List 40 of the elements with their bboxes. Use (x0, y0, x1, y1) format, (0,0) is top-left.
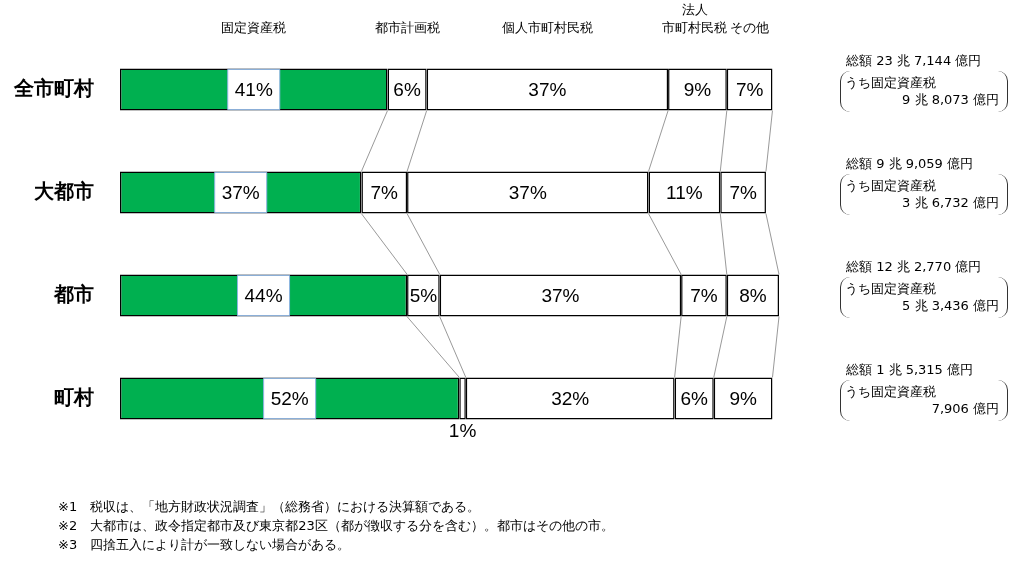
y-tick-label: 全市町村 (13, 75, 94, 100)
bracket: うち固定資産税 7,906 億円 (840, 380, 1008, 422)
data-label: 9% (683, 78, 712, 100)
data-label: 5% (409, 284, 438, 306)
data-label: 9% (729, 387, 757, 409)
data-label: 6% (680, 387, 709, 409)
data-label: 7% (729, 181, 757, 203)
data-label: 8% (739, 284, 767, 306)
data-label: 1% (448, 420, 477, 442)
text: 総額 9 兆 9,059 億円 (845, 155, 975, 173)
text: 個人市町村民税 (501, 20, 593, 35)
data-label: 37% (541, 284, 580, 306)
data-label: 7% (735, 78, 764, 100)
data-label: 37% (508, 181, 547, 203)
text: 都市計画税 (374, 20, 440, 35)
data-label: 7% (690, 284, 718, 306)
data-label: 11% (666, 181, 703, 203)
text: ※1 税収は、「地方財政状況調査」（総務省）における決算額である。 (58, 498, 482, 516)
data-label: 52% (270, 387, 309, 409)
text: 総額 1 兆 5,315 億円 (845, 361, 975, 379)
text: 総額 23 兆 7,144 億円 (845, 52, 983, 70)
data-label: 44% (244, 284, 283, 306)
bracket: うち固定資産税 3 兆 6,732 億円 (840, 174, 1008, 216)
data-label: 37% (221, 181, 260, 203)
data-label: 6% (393, 78, 421, 100)
data-label: 7% (370, 181, 399, 203)
text: ※3 四捨五入により計が一致しない場合がある。 (58, 536, 352, 554)
data-label: 32% (551, 387, 590, 409)
text: ※2 大都市は、政令指定都市及び東京都23区（都が徴収する分を含む）。都市はその他の市。 (58, 517, 614, 535)
text: その他 (730, 20, 770, 35)
y-tick-label: 大都市 (34, 178, 94, 203)
text: 固定資産税 (221, 20, 287, 35)
text: 総額 12 兆 2,770 億円 (845, 258, 983, 276)
y-tick-label: 都市 (53, 281, 94, 306)
data-label: 37% (528, 78, 567, 100)
data-label: 41% (234, 78, 273, 100)
text: 法人市町村民税 (662, 2, 728, 35)
bracket: うち固定資産税 9 兆 8,073 億円 (840, 71, 1008, 113)
y-tick-label: 町村 (54, 384, 94, 409)
bracket: うち固定資産税 5 兆 3,436 億円 (840, 277, 1008, 319)
